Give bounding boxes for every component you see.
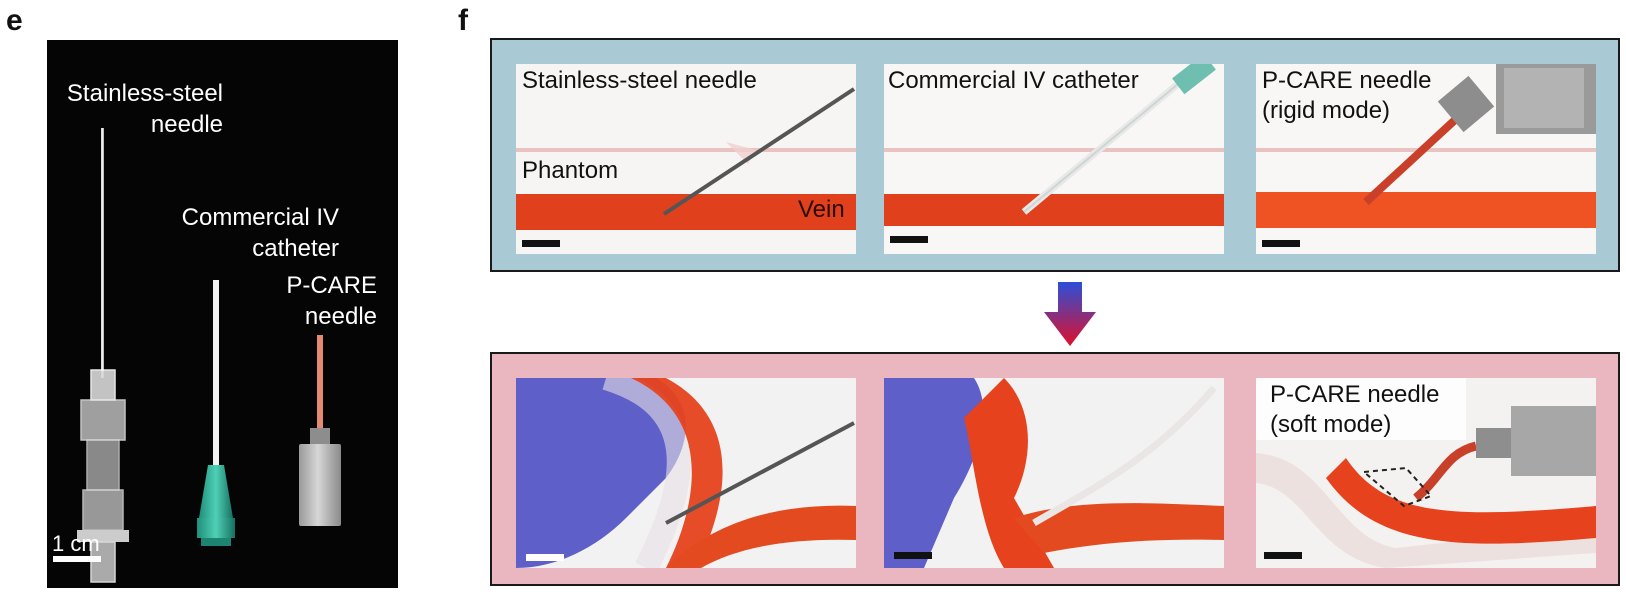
panel-f-letter: f bbox=[458, 4, 468, 37]
scale-bar bbox=[890, 236, 928, 243]
photo-iv-catheter-rigid: Commercial IV catheter bbox=[884, 64, 1224, 254]
label-pcare-needle: P-CARE needle bbox=[286, 272, 377, 330]
label-iv-catheter: Commercial IV catheter bbox=[181, 204, 339, 262]
scale-bar bbox=[1264, 552, 1302, 559]
pcare-needle-cylinder bbox=[299, 444, 341, 526]
scale-bar bbox=[894, 552, 932, 559]
label-phantom: Phantom bbox=[522, 157, 619, 184]
soft-insertion-box: P-CARE needle (soft mode) bbox=[490, 352, 1620, 586]
photo-pcare-soft: P-CARE needle (soft mode) bbox=[1256, 378, 1596, 568]
photo-steel-needle-bent bbox=[516, 378, 856, 568]
vein bbox=[884, 194, 1224, 226]
steel-needle-shaft bbox=[101, 128, 104, 378]
title-steel-needle: Stainless-steel needle bbox=[522, 67, 757, 94]
glove bbox=[516, 378, 686, 568]
label-vein: Vein bbox=[798, 196, 845, 223]
needles-illustration bbox=[53, 128, 341, 583]
title-iv-catheter: Commercial IV catheter bbox=[888, 67, 1139, 94]
scale-label: 1 cm bbox=[52, 531, 100, 556]
photo-pcare-rigid: P-CARE needle (rigid mode) bbox=[1256, 64, 1596, 254]
photo-steel-needle-rigid: Stainless-steel needle Phantom Vein bbox=[516, 64, 856, 254]
label-steel-needle: Stainless-steel needle bbox=[66, 80, 223, 138]
panel-e-photo: Stainless-steel needle Commercial IV cat… bbox=[47, 40, 398, 588]
title-pcare-rigid: P-CARE needle (rigid mode) bbox=[1262, 67, 1432, 124]
vein bbox=[1256, 192, 1596, 228]
panel-e-letter: e bbox=[6, 4, 23, 37]
iv-catheter-tube bbox=[213, 280, 219, 465]
transition-arrow-icon bbox=[1044, 282, 1096, 346]
rigid-insertion-box: Stainless-steel needle Phantom Vein Comm… bbox=[490, 38, 1620, 272]
scale-bar bbox=[1262, 240, 1300, 247]
iv-catheter-hub bbox=[197, 465, 235, 546]
steel-needle-hub bbox=[77, 369, 129, 583]
photo-iv-catheter-bent bbox=[884, 378, 1224, 568]
pcare-needle-tube bbox=[317, 335, 323, 428]
scale-bar bbox=[526, 554, 564, 561]
scale-bar bbox=[53, 556, 101, 562]
glove bbox=[884, 378, 984, 568]
title-pcare-soft: P-CARE needle (soft mode) bbox=[1270, 381, 1440, 438]
scale-bar bbox=[522, 240, 560, 247]
